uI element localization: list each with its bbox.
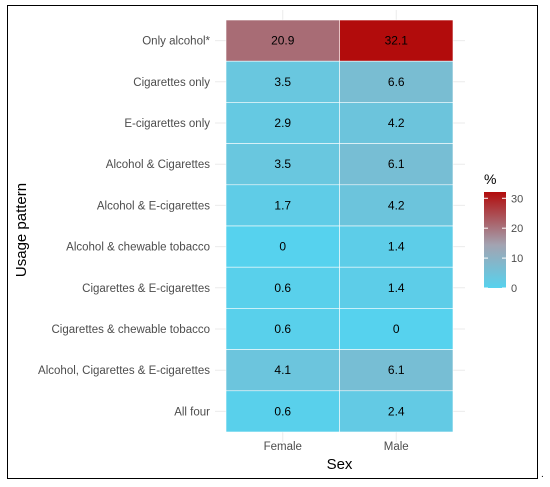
cell-value-label: 20.9 bbox=[271, 34, 295, 48]
cell-value-label: 1.4 bbox=[388, 240, 405, 254]
heatmap-cell bbox=[339, 19, 454, 62]
cell-value-label: 0.6 bbox=[274, 322, 291, 336]
heatmap-cell bbox=[339, 143, 454, 186]
heatmap-cell bbox=[225, 390, 340, 433]
heatmap-cell bbox=[339, 266, 454, 309]
cell-value-label: 4.2 bbox=[388, 198, 405, 212]
legend-tick-label: 10 bbox=[511, 253, 523, 265]
heatmap-cell bbox=[339, 102, 454, 144]
y-tick-label: Alcohol & E-cigarettes bbox=[97, 200, 210, 212]
y-axis-title: Usage pattern bbox=[13, 183, 30, 277]
cell-value-label: 6.1 bbox=[388, 363, 405, 377]
heatmap-cell bbox=[225, 225, 340, 268]
cell-value-label: 0 bbox=[393, 322, 400, 336]
y-tick-label: Cigarettes & E-cigarettes bbox=[82, 283, 210, 295]
heatmap-cell bbox=[339, 349, 454, 392]
cell-value-label: 2.9 bbox=[274, 116, 291, 130]
heatmap-cell bbox=[339, 308, 454, 350]
heatmap-cell bbox=[225, 266, 340, 309]
cell-value-label: 1.7 bbox=[274, 198, 291, 212]
y-tick-labels: Only alcohol* Cigarettes only E-cigarettes… bbox=[38, 36, 210, 419]
heatmap-cell bbox=[225, 184, 340, 227]
cell-value-label: 1.4 bbox=[388, 281, 405, 295]
heatmap-cell bbox=[225, 102, 340, 144]
y-tick-label: Alcohol & chewable tobacco bbox=[66, 242, 210, 254]
heatmap-cell bbox=[339, 390, 454, 433]
y-tick-label: Alcohol & Cigarettes bbox=[106, 159, 210, 171]
cell-value-label: 0 bbox=[279, 240, 286, 254]
y-tick-label: Cigarettes only bbox=[133, 77, 210, 89]
heatmap-cell bbox=[225, 19, 340, 62]
legend-ticks: 0 10 20 30 bbox=[484, 193, 523, 295]
heatmap-cells: 20.9 32.1 3.5 6.6 2.9 4.2 3.5 6.1 1.7 4.2 0 1.4 0.6 1… bbox=[225, 19, 454, 433]
heatmap-cell bbox=[339, 60, 454, 103]
legend-tick-label: 30 bbox=[511, 193, 523, 205]
cell-value-label: 6.6 bbox=[388, 75, 405, 89]
legend-title: % bbox=[484, 171, 496, 187]
heatmap-cell bbox=[339, 225, 454, 268]
color-legend: % 0 10 20 30 bbox=[484, 171, 523, 295]
heatmap-cell bbox=[339, 184, 454, 227]
cell-value-label: 32.1 bbox=[385, 34, 409, 48]
cell-value-label: 3.5 bbox=[274, 75, 291, 89]
y-tick-label: All four bbox=[174, 406, 210, 418]
legend-tick-label: 0 bbox=[511, 283, 517, 295]
x-axis-title: Sex bbox=[327, 456, 353, 473]
x-tick-labels: Female Male bbox=[264, 441, 409, 453]
y-tick-label: Cigarettes & chewable tobacco bbox=[51, 324, 210, 336]
heatmap-cell bbox=[225, 349, 340, 392]
cell-value-label: 3.5 bbox=[274, 157, 291, 171]
legend-tick-label: 20 bbox=[511, 223, 523, 235]
heatmap-cell bbox=[225, 308, 340, 350]
cell-value-label: 0.6 bbox=[274, 281, 291, 295]
y-tick-label: E-cigarettes only bbox=[124, 118, 210, 130]
y-tick-label: Alcohol, Cigarettes & E-cigarettes bbox=[38, 365, 210, 377]
cell-value-label: 2.4 bbox=[388, 404, 405, 418]
trailing-period: . bbox=[541, 469, 544, 480]
cell-value-label: 6.1 bbox=[388, 157, 405, 171]
legend-colorbar bbox=[484, 192, 506, 288]
y-tick-label: Only alcohol* bbox=[142, 36, 210, 48]
cell-value-label: 4.2 bbox=[388, 116, 405, 130]
x-tick-label: Male bbox=[384, 441, 409, 453]
x-tick-label: Female bbox=[264, 441, 302, 453]
cell-value-label: 0.6 bbox=[274, 404, 291, 418]
cell-value-label: 4.1 bbox=[274, 363, 291, 377]
